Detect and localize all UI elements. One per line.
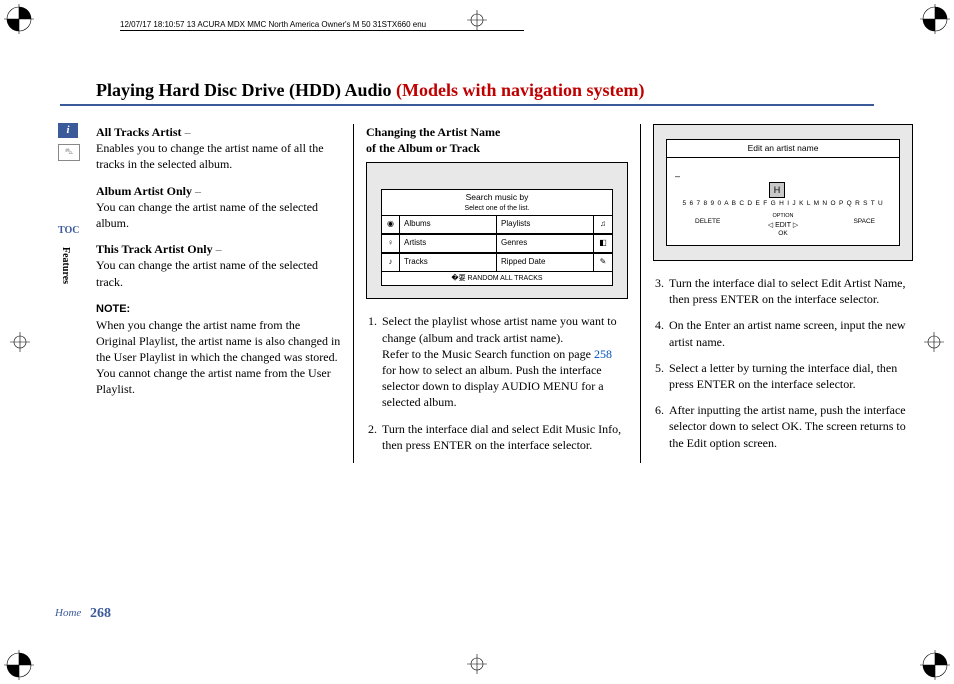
subhead-change-artist: Changing the Artist Name of the Album or… (366, 124, 628, 156)
step-3: Turn the interface dial to select Edit A… (667, 275, 913, 307)
desc-all-tracks: Enables you to change the artist name of… (96, 141, 324, 171)
fig1-sub: Select one of the list. (382, 204, 612, 215)
term-track-artist: This Track Artist Only (96, 242, 213, 256)
crop-mark-tr (920, 4, 950, 34)
fig1-icon: ♫ (594, 216, 612, 234)
fig1-icon: ◧ (594, 235, 612, 253)
term-album-artist: Album Artist Only (96, 184, 192, 198)
step-6: After inputting the artist name, push th… (667, 402, 913, 451)
page-link-258[interactable]: 258 (594, 347, 612, 361)
title-qualifier: (Models with navigation system) (396, 80, 645, 100)
section-tab-features: Features (60, 247, 71, 284)
fig1-ripped: Ripped Date (497, 254, 594, 271)
fig1-genres: Genres (497, 235, 594, 253)
column-3: Edit an artist name – H 5 6 7 8 9 0 A B … (640, 124, 925, 463)
crop-mark-bl (4, 650, 34, 680)
registration-left (10, 332, 30, 352)
title-rule (60, 104, 874, 106)
fig1-playlists: Playlists (497, 216, 594, 234)
registration-bottom (467, 654, 487, 674)
steps-col3: Turn the interface dial to select Edit A… (653, 275, 913, 451)
fig1-artists: Artists (400, 235, 497, 253)
fig2-title: Edit an artist name (667, 140, 899, 158)
fig2-cursor: – (675, 170, 680, 182)
registration-top (467, 10, 487, 30)
fig1-albums: Albums (400, 216, 497, 234)
crop-mark-tl (4, 4, 34, 34)
step-1: Select the playlist whose artist name yo… (380, 313, 628, 410)
fig2-option: OPTION (768, 213, 798, 220)
page-title: Playing Hard Disc Drive (HDD) Audio (Mod… (90, 80, 874, 101)
column-2: Changing the Artist Name of the Album or… (353, 124, 640, 463)
toc-icon[interactable]: TOC (58, 225, 78, 236)
figure-edit-artist: Edit an artist name – H 5 6 7 8 9 0 A B … (653, 124, 913, 261)
car-icon[interactable]: ⛍ (58, 144, 80, 161)
fig2-edit: ◁ EDIT ▷ (768, 221, 798, 230)
title-main: Playing Hard Disc Drive (HDD) Audio (96, 80, 396, 100)
fig1-tracks: Tracks (400, 254, 497, 271)
fig2-ok: OK (768, 230, 798, 239)
desc-album-artist: You can change the artist name of the se… (96, 200, 318, 230)
registration-right (924, 332, 944, 352)
info-icon[interactable]: i (58, 123, 78, 138)
note-label: NOTE: (96, 303, 130, 315)
note-body: When you change the artist name from the… (96, 318, 340, 397)
step-2: Turn the interface dial and select Edit … (380, 421, 628, 453)
crop-mark-br (920, 650, 950, 680)
fig2-highlight: H (769, 182, 785, 198)
fig1-footer: �要 RANDOM ALL TRACKS (382, 271, 612, 285)
fig2-letters: 5 6 7 8 9 0 A B C D E F G H I J K L M N … (673, 200, 893, 209)
step-5: Select a letter by turning the interface… (667, 360, 913, 392)
home-icon[interactable]: Home (55, 607, 81, 619)
term-all-tracks: All Tracks Artist (96, 125, 182, 139)
header-rule (120, 30, 524, 31)
desc-track-artist: You can change the artist name of the se… (96, 258, 318, 288)
steps-col2: Select the playlist whose artist name yo… (366, 313, 628, 453)
fig1-icon: ♀ (382, 235, 400, 253)
header-meta: 12/07/17 18:10:57 13 ACURA MDX MMC North… (120, 20, 426, 29)
fig1-icon: ♪ (382, 254, 400, 271)
figure-search-music: Search music by Select one of the list. … (366, 162, 628, 299)
fig1-title: Search music by (382, 190, 612, 203)
fig1-icon: ✎ (594, 254, 612, 271)
column-1: All Tracks Artist – Enables you to chang… (90, 124, 353, 463)
fig1-icon: ◉ (382, 216, 400, 234)
step-4: On the Enter an artist name screen, inpu… (667, 317, 913, 349)
